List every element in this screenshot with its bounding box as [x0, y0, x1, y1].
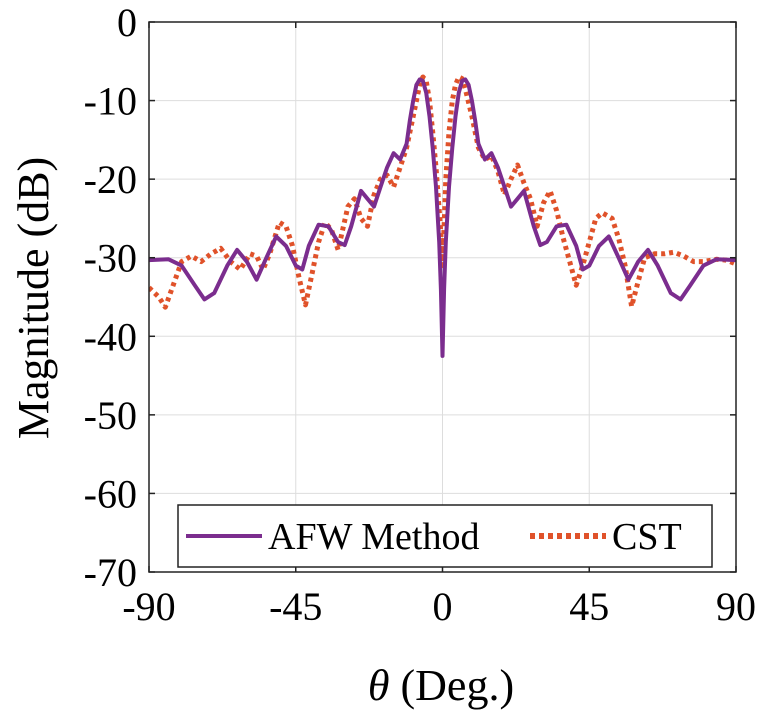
y-tick-label: -20 [84, 157, 137, 202]
y-tick-label: -70 [84, 550, 137, 595]
x-axis-ticks: -90 -45 0 45 90 [122, 22, 756, 629]
legend-label-afw-method: AFW Method [268, 516, 479, 558]
y-axis-ticks: 0 -10 -20 -30 -40 -50 -60 -70 [84, 0, 736, 595]
y-axis-label: Magnitude (dB) [9, 157, 58, 439]
x-tick-label: 0 [433, 584, 453, 629]
y-tick-label: -10 [84, 79, 137, 124]
y-tick-label: -40 [84, 314, 137, 359]
series-line-cst [149, 74, 736, 310]
legend-box [177, 504, 713, 568]
y-tick-label: -30 [84, 236, 137, 281]
x-axis-label-text: (Deg.) [390, 661, 515, 710]
x-tick-label: 45 [569, 584, 609, 629]
x-tick-label: -90 [122, 584, 175, 629]
x-axis-symbol: θ [368, 661, 390, 710]
series-layer [149, 74, 736, 358]
series-line-afw-method [149, 77, 736, 358]
legend: AFW Method CST [177, 504, 713, 568]
y-tick-label: -50 [84, 393, 137, 438]
x-axis-label: θ (Deg.) [368, 661, 514, 710]
plot-area [148, 21, 737, 573]
y-tick-label: -60 [84, 471, 137, 516]
x-tick-label: -45 [269, 584, 322, 629]
legend-label-cst: CST [612, 516, 682, 558]
y-tick-label: 0 [117, 0, 137, 45]
x-tick-label: 90 [716, 584, 756, 629]
